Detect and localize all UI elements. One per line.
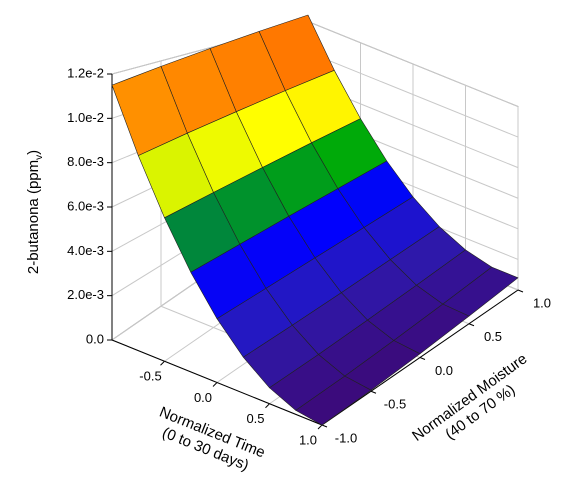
z-axis-label: 2-butanona (ppmv) — [25, 150, 45, 274]
z-tick-label: 8.0e-3 — [67, 154, 104, 169]
z-axis-label-part: 2-butanona (ppm — [25, 160, 42, 274]
x-tick-label: 0.0 — [194, 390, 212, 405]
z-tick-label: 6.0e-3 — [67, 198, 104, 213]
y-axis-label: Normalized Moisture(40 to 70 %) — [409, 350, 541, 459]
x-tick — [212, 382, 218, 387]
y-tick — [370, 390, 377, 394]
y-tick-label: -1.0 — [335, 430, 357, 445]
z-tick-label: 4.0e-3 — [67, 243, 104, 258]
x-tick-label: 0.5 — [246, 411, 264, 426]
y-tick — [517, 289, 524, 293]
x-tick — [265, 403, 270, 409]
x-axis — [111, 339, 323, 426]
x-tick-label: -0.5 — [139, 369, 161, 384]
x-tick — [160, 360, 165, 366]
y-tick-label: 0.0 — [435, 363, 453, 378]
y-tick — [321, 424, 328, 428]
z-tick-label: 2.0e-3 — [67, 287, 104, 302]
y-tick — [468, 323, 475, 327]
z-tick-label: 1.0e-2 — [67, 110, 104, 125]
y-tick-label: 1.0 — [533, 295, 551, 310]
z-axis-label-part: v — [34, 155, 45, 160]
x-tick — [317, 424, 323, 430]
y-tick — [419, 357, 426, 360]
surface-patch — [295, 375, 372, 426]
x-tick-label: 1.0 — [299, 432, 317, 447]
y-tick-label: 0.5 — [484, 329, 502, 344]
z-axis-label-part: ) — [25, 150, 42, 155]
z-tick-label: 1.2e-2 — [67, 65, 104, 80]
y-axis — [321, 289, 519, 426]
z-tick-label: 0.0 — [86, 331, 104, 346]
y-tick-label: -0.5 — [384, 397, 406, 412]
